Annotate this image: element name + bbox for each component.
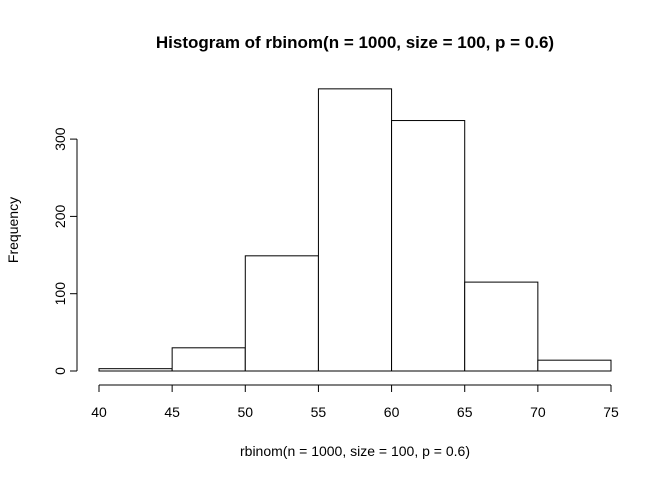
- x-axis-label: rbinom(n = 1000, size = 100, p = 0.6): [240, 443, 470, 459]
- x-tick-label: 45: [164, 404, 180, 420]
- x-tick-label: 60: [384, 404, 400, 420]
- x-tick-label: 65: [457, 404, 473, 420]
- histogram-bar-40-45: [98, 368, 173, 372]
- x-tick-label: 70: [530, 404, 546, 420]
- x-tick-label: 50: [237, 404, 253, 420]
- histogram-bar-65-70: [464, 281, 539, 372]
- y-axis: 0 100 200 300: [52, 127, 78, 375]
- y-tick-label: 100: [52, 282, 68, 306]
- x-tick-label: 75: [603, 404, 619, 420]
- histogram-bar-50-55: [244, 255, 319, 372]
- y-tick-label: 200: [52, 205, 68, 229]
- y-tick-label: 300: [52, 127, 68, 151]
- chart-title: Histogram of rbinom(n = 1000, size = 100…: [156, 33, 554, 52]
- x-axis: 40 45 50 55 60 65 70 75: [91, 384, 619, 420]
- histogram-bar-70-75: [537, 359, 612, 372]
- histogram-bar-60-65: [391, 120, 466, 372]
- y-tick-label: 0: [52, 367, 68, 375]
- histogram-bar-45-50: [171, 347, 246, 372]
- bars-group: [98, 88, 612, 372]
- x-tick-label: 40: [91, 404, 107, 420]
- y-axis-label: Frequency: [5, 197, 21, 263]
- histogram-bar-55-60: [317, 88, 393, 372]
- x-tick-label: 55: [311, 404, 327, 420]
